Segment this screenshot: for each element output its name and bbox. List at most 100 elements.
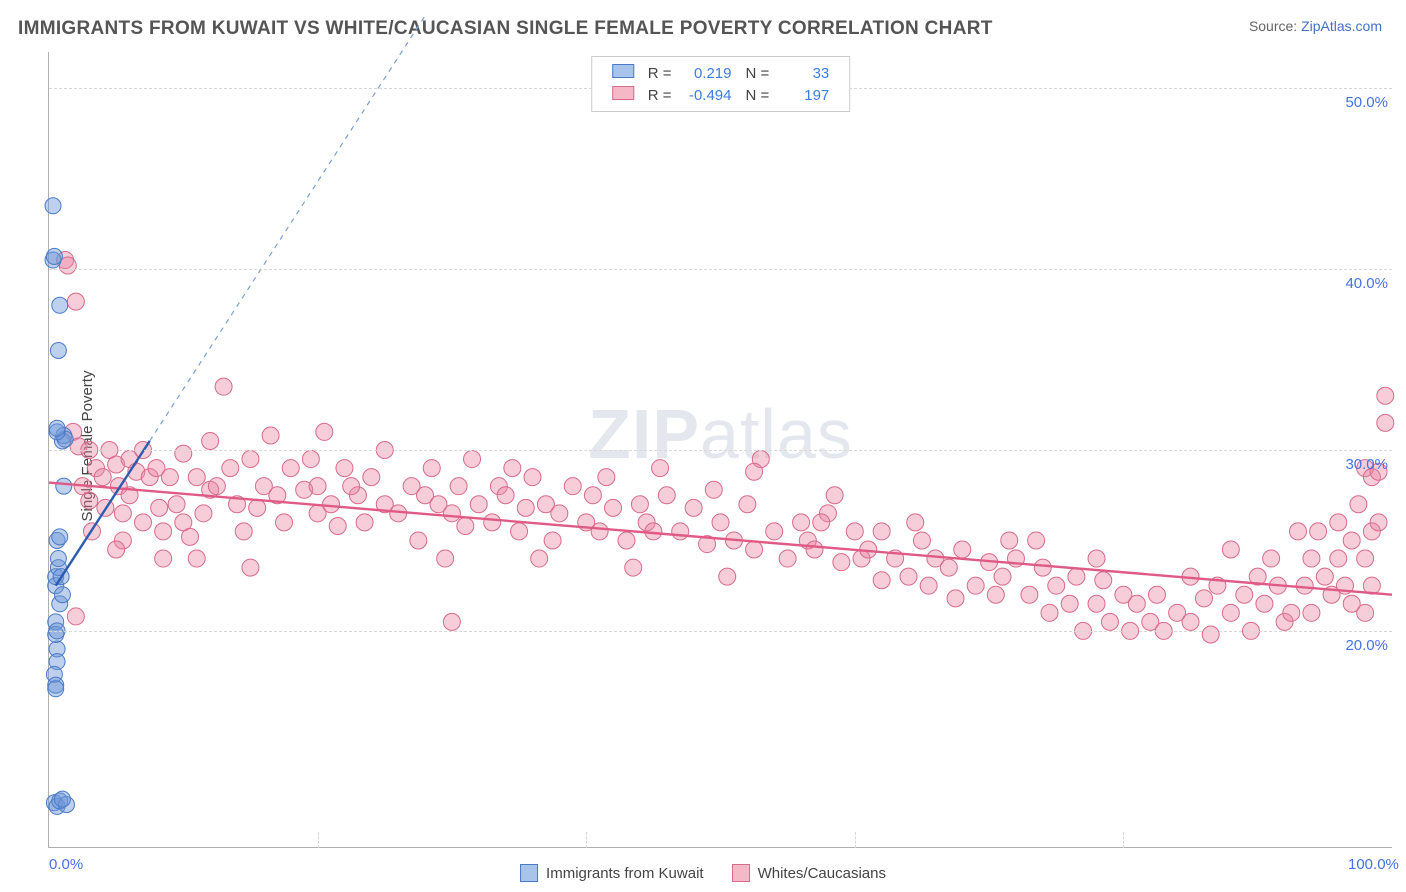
correlation-legend-box: R = 0.219 N = 33 R = -0.494 N = 197: [591, 56, 851, 112]
scatter-point-b: [108, 541, 125, 558]
scatter-point-b: [151, 499, 168, 516]
scatter-point-b: [1001, 532, 1018, 549]
scatter-point-b: [779, 550, 796, 567]
gridline-v: [318, 832, 319, 848]
r-label: R =: [648, 65, 672, 82]
scatter-point-b: [242, 559, 259, 576]
scatter-point-b: [262, 427, 279, 444]
y-tick-label: 50.0%: [1345, 94, 1388, 111]
scatter-point-b: [94, 469, 111, 486]
scatter-point-b: [423, 460, 440, 477]
scatter-point-b: [168, 496, 185, 513]
scatter-point-b: [511, 523, 528, 540]
scatter-point-b: [598, 469, 615, 486]
scatter-point-b: [67, 608, 84, 625]
correlation-row: R = 0.219 N = 33: [606, 63, 836, 83]
chart-title: IMMIGRANTS FROM KUWAIT VS WHITE/CAUCASIA…: [18, 18, 993, 40]
scatter-point-b: [685, 499, 702, 516]
scatter-point-b: [1021, 586, 1038, 603]
scatter-point-a: [45, 198, 61, 214]
scatter-point-b: [195, 505, 212, 522]
scatter-point-b: [363, 469, 380, 486]
scatter-point-b: [1357, 550, 1374, 567]
scatter-point-b: [155, 550, 172, 567]
scatter-point-b: [242, 451, 259, 468]
swatch-icon: [612, 86, 634, 100]
scatter-point-b: [806, 541, 823, 558]
scatter-point-b: [443, 505, 460, 522]
scatter-point-b: [746, 463, 763, 480]
r-value: -0.494: [686, 87, 732, 104]
scatter-point-b: [161, 469, 178, 486]
scatter-point-a: [48, 681, 64, 697]
scatter-point-b: [913, 532, 930, 549]
scatter-point-b: [1343, 532, 1360, 549]
scatter-point-b: [652, 460, 669, 477]
y-tick-label: 20.0%: [1345, 637, 1388, 654]
scatter-point-b: [1222, 541, 1239, 558]
scatter-point-b: [188, 550, 205, 567]
scatter-point-b: [1088, 550, 1105, 567]
scatter-point-b: [907, 514, 924, 531]
scatter-point-b: [1088, 595, 1105, 612]
scatter-point-b: [470, 496, 487, 513]
scatter-point-b: [67, 293, 84, 310]
scatter-point-b: [1303, 604, 1320, 621]
scatter-point-b: [484, 514, 501, 531]
scatter-point-b: [605, 499, 622, 516]
scatter-point-b: [316, 423, 333, 440]
scatter-point-b: [309, 478, 326, 495]
scatter-point-b: [1330, 514, 1347, 531]
scatter-point-b: [1061, 595, 1078, 612]
scatter-point-b: [1202, 626, 1219, 643]
scatter-point-b: [504, 460, 521, 477]
scatter-point-b: [276, 514, 293, 531]
scatter-point-b: [524, 469, 541, 486]
scatter-point-b: [940, 559, 957, 576]
scatter-point-b: [235, 523, 252, 540]
trendline-a-extrapolated: [150, 16, 425, 441]
scatter-point-b: [1148, 586, 1165, 603]
n-value: 197: [783, 87, 829, 104]
scatter-point-b: [437, 550, 454, 567]
scatter-point-b: [826, 487, 843, 504]
scatter-point-b: [900, 568, 917, 585]
scatter-point-a: [50, 343, 66, 359]
scatter-point-a: [54, 791, 70, 807]
source-attribution: Source: ZipAtlas.com: [1249, 18, 1382, 34]
scatter-point-b: [1377, 387, 1394, 404]
scatter-point-b: [1236, 586, 1253, 603]
scatter-point-b: [302, 451, 319, 468]
gridline-v: [855, 832, 856, 848]
scatter-point-b: [564, 478, 581, 495]
scatter-point-b: [531, 550, 548, 567]
scatter-point-b: [81, 492, 98, 509]
scatter-point-b: [1357, 604, 1374, 621]
scatter-point-b: [1289, 523, 1306, 540]
scatter-point-b: [343, 478, 360, 495]
correlation-row: R = -0.494 N = 197: [606, 85, 836, 105]
scatter-point-a: [49, 420, 65, 436]
scatter-point-b: [873, 523, 890, 540]
scatter-point-a: [50, 551, 66, 567]
scatter-point-b: [282, 460, 299, 477]
scatter-point-b: [215, 378, 232, 395]
scatter-point-a: [52, 297, 68, 313]
r-label: R =: [648, 87, 672, 104]
scatter-point-b: [1350, 496, 1367, 513]
scatter-point-b: [497, 487, 514, 504]
scatter-point-b: [1095, 572, 1112, 589]
gridline-h: [49, 450, 1392, 451]
swatch-icon: [520, 864, 538, 882]
chart-plot-area: ZIPatlas R = 0.219 N = 33 R = -0.494 N =…: [48, 52, 1392, 848]
scatter-point-b: [175, 445, 192, 462]
scatter-point-b: [1263, 550, 1280, 567]
scatter-point-b: [1296, 577, 1313, 594]
scatter-point-b: [1283, 604, 1300, 621]
scatter-point-b: [1048, 577, 1065, 594]
n-value: 33: [783, 65, 829, 82]
source-link[interactable]: ZipAtlas.com: [1301, 18, 1382, 34]
scatter-point-b: [1222, 604, 1239, 621]
scatter-point-b: [746, 541, 763, 558]
scatter-point-b: [329, 517, 346, 534]
